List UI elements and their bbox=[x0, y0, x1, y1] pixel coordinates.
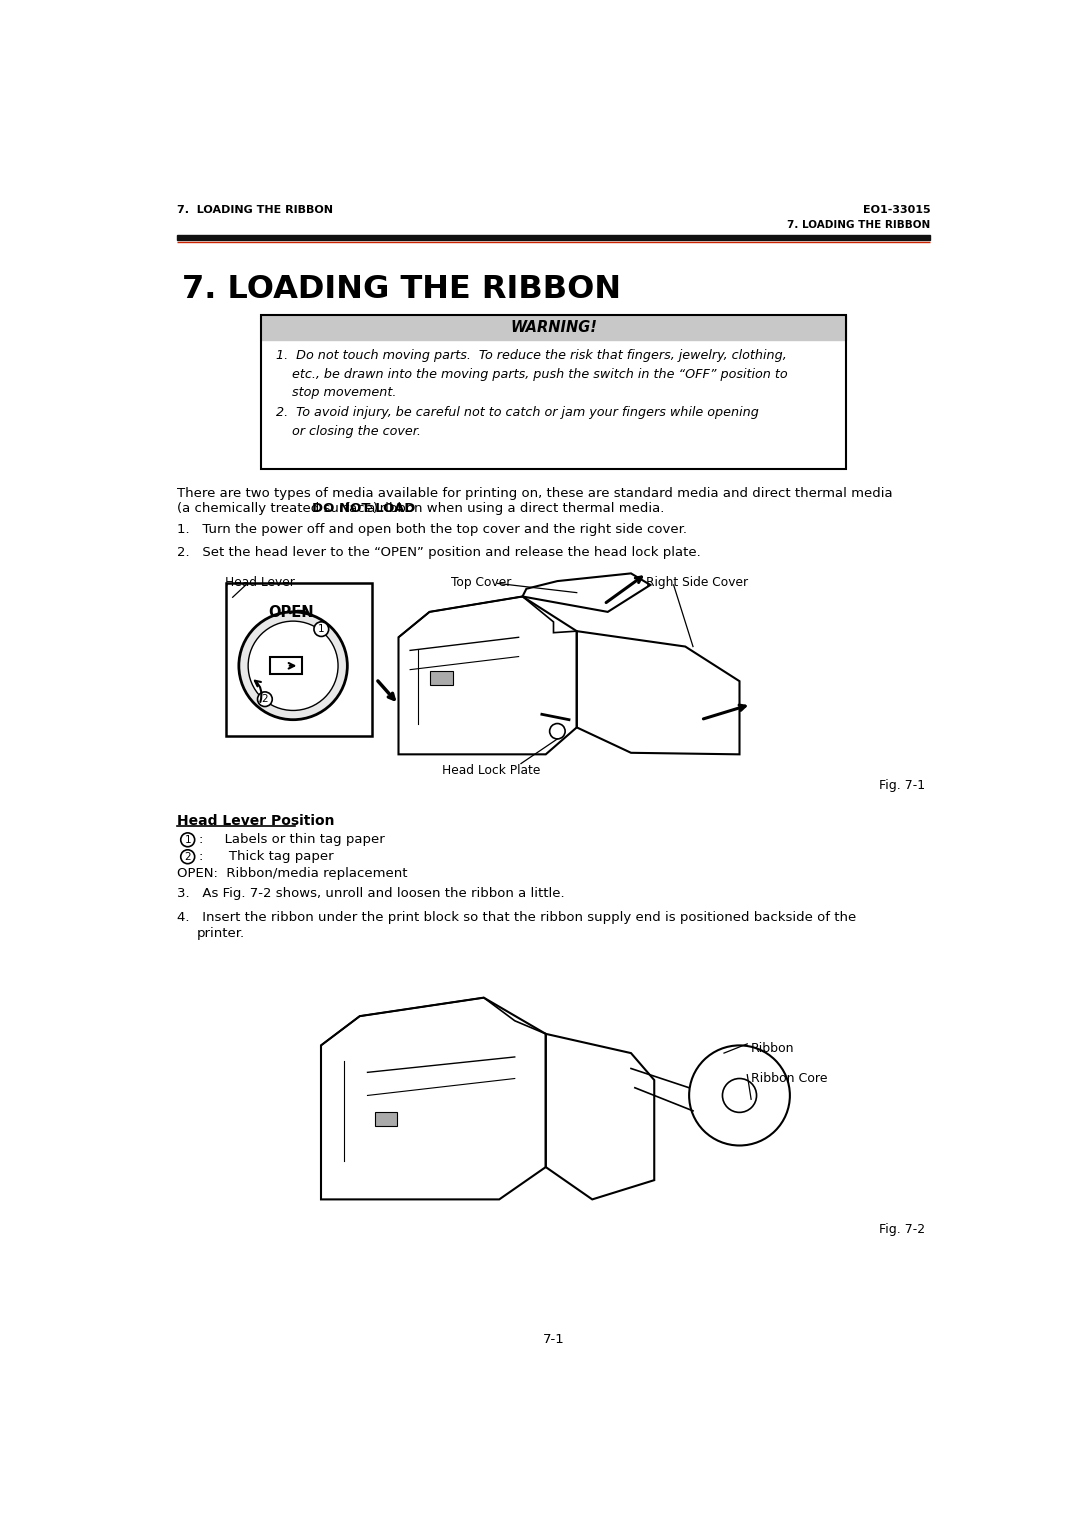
Text: 2: 2 bbox=[261, 694, 268, 705]
Text: Ribbon: Ribbon bbox=[751, 1042, 795, 1055]
Text: Head Lever: Head Lever bbox=[225, 576, 295, 589]
Circle shape bbox=[314, 622, 328, 636]
Text: 2.  To avoid injury, be careful not to catch or jam your fingers while opening
 : 2. To avoid injury, be careful not to ca… bbox=[276, 406, 759, 438]
Circle shape bbox=[180, 833, 194, 846]
Bar bbox=[227, 584, 373, 737]
Text: :     Labels or thin tag paper: : Labels or thin tag paper bbox=[199, 833, 384, 846]
Text: 7. LOADING THE RIBBON: 7. LOADING THE RIBBON bbox=[787, 220, 930, 230]
Text: Top Cover: Top Cover bbox=[451, 576, 512, 589]
Text: Fig. 7-2: Fig. 7-2 bbox=[879, 1223, 926, 1235]
Circle shape bbox=[257, 692, 272, 706]
Text: a ribbon when using a direct thermal media.: a ribbon when using a direct thermal med… bbox=[364, 502, 665, 515]
Text: 7-1: 7-1 bbox=[542, 1333, 565, 1347]
Text: 7.  LOADING THE RIBBON: 7. LOADING THE RIBBON bbox=[177, 204, 333, 215]
Bar bbox=[260, 316, 847, 340]
Text: printer.: printer. bbox=[197, 927, 245, 939]
Text: 3.   As Fig. 7-2 shows, unroll and loosen the ribbon a little.: 3. As Fig. 7-2 shows, unroll and loosen … bbox=[177, 886, 565, 900]
Text: 2.   Set the head lever to the “OPEN” position and release the head lock plate.: 2. Set the head lever to the “OPEN” posi… bbox=[177, 546, 701, 560]
Text: 1.   Turn the power off and open both the top cover and the right side cover.: 1. Turn the power off and open both the … bbox=[177, 523, 687, 537]
Text: Head Lever Position: Head Lever Position bbox=[177, 814, 335, 828]
Bar bbox=[177, 235, 930, 239]
Text: There are two types of media available for printing on, these are standard media: There are two types of media available f… bbox=[177, 486, 892, 500]
Text: WARNING!: WARNING! bbox=[510, 320, 597, 336]
Text: Head Lock Plate: Head Lock Plate bbox=[443, 764, 541, 776]
Bar bbox=[375, 1112, 397, 1127]
Circle shape bbox=[723, 1078, 757, 1112]
Text: DO NOT LOAD: DO NOT LOAD bbox=[312, 502, 416, 515]
Text: Fig. 7-1: Fig. 7-1 bbox=[879, 779, 926, 791]
Text: OPEN:  Ribbon/media replacement: OPEN: Ribbon/media replacement bbox=[177, 866, 407, 880]
Bar bbox=[430, 671, 453, 685]
Text: Ribbon Core: Ribbon Core bbox=[751, 1072, 827, 1086]
Text: EO1-33015: EO1-33015 bbox=[863, 204, 930, 215]
Text: 4.   Insert the ribbon under the print block so that the ribbon supply end is po: 4. Insert the ribbon under the print blo… bbox=[177, 912, 856, 924]
Text: 1.  Do not touch moving parts.  To reduce the risk that fingers, jewelry, clothi: 1. Do not touch moving parts. To reduce … bbox=[276, 349, 787, 400]
Text: Right Side Cover: Right Side Cover bbox=[647, 576, 748, 589]
Circle shape bbox=[248, 621, 338, 711]
Text: :      Thick tag paper: : Thick tag paper bbox=[199, 849, 333, 863]
Circle shape bbox=[689, 1046, 789, 1145]
Circle shape bbox=[550, 723, 565, 740]
Circle shape bbox=[239, 612, 348, 720]
Text: 1: 1 bbox=[318, 624, 325, 634]
Text: 7. LOADING THE RIBBON: 7. LOADING THE RIBBON bbox=[181, 274, 621, 305]
Text: 1: 1 bbox=[185, 834, 191, 845]
Bar bbox=[260, 316, 847, 470]
Text: OPEN: OPEN bbox=[269, 605, 314, 621]
Bar bbox=[270, 657, 302, 674]
Text: 2: 2 bbox=[185, 852, 191, 862]
Text: (a chemically treated surface).: (a chemically treated surface). bbox=[177, 502, 391, 515]
Circle shape bbox=[180, 849, 194, 863]
